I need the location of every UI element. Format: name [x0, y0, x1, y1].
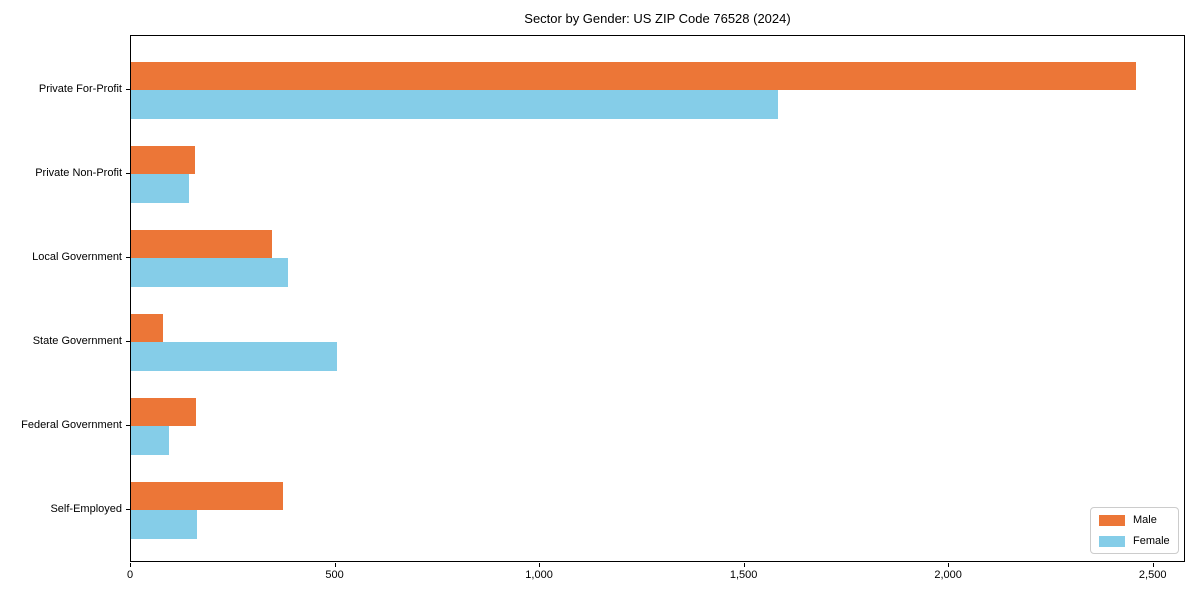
- legend-entry-female: Female: [1099, 535, 1170, 547]
- ytick-mark: [126, 89, 130, 90]
- bar-female-local-government: [131, 258, 288, 287]
- legend: Male Female: [1090, 507, 1179, 554]
- bar-male-private-non-profit: [131, 145, 196, 174]
- xtick-label: 500: [325, 569, 344, 581]
- bar-female-state-government: [131, 342, 337, 371]
- chart-title: Sector by Gender: US ZIP Code 76528 (202…: [524, 11, 791, 26]
- plot-area: [130, 35, 1185, 562]
- xtick-mark: [539, 563, 541, 567]
- xtick-label: 1,000: [525, 569, 553, 581]
- ytick-label: Federal Government: [21, 419, 122, 431]
- xtick-mark: [948, 563, 950, 567]
- ytick-label: Local Government: [32, 251, 122, 263]
- ytick-mark: [126, 173, 130, 174]
- male-swatch-icon: [1099, 514, 1125, 526]
- xtick-mark: [130, 563, 131, 567]
- bar-male-federal-government: [131, 397, 196, 426]
- bar-female-private-non-profit: [131, 174, 190, 203]
- ytick-mark: [126, 509, 130, 510]
- xtick-label: 1,500: [729, 569, 758, 581]
- legend-entry-male: Male: [1099, 514, 1170, 526]
- xtick-mark: [1152, 563, 1154, 567]
- bar-male-state-government: [131, 313, 164, 342]
- ytick-mark: [126, 257, 130, 258]
- ytick-label: Self-Employed: [50, 503, 122, 515]
- ytick-label: State Government: [32, 335, 122, 347]
- xtick-label: 2,500: [1138, 569, 1167, 581]
- bar-female-private-for-profit: [131, 90, 779, 119]
- bar-female-federal-government: [131, 426, 170, 455]
- bar-female-self-employed: [131, 510, 198, 539]
- legend-label-male: Male: [1133, 514, 1157, 526]
- xtick-label: 0: [126, 569, 134, 581]
- bar-male-local-government: [131, 229, 273, 258]
- ytick-label: Private For-Profit: [38, 83, 122, 95]
- ytick-mark: [126, 341, 130, 342]
- bar-male-private-for-profit: [131, 61, 1136, 90]
- bar-male-self-employed: [131, 481, 283, 510]
- ytick-mark: [126, 425, 130, 426]
- female-swatch-icon: [1099, 535, 1125, 547]
- legend-label-female: Female: [1133, 535, 1170, 547]
- xtick-mark: [743, 563, 745, 567]
- xtick-label: 2,000: [934, 569, 962, 581]
- ytick-label: Private Non-Profit: [35, 167, 122, 179]
- xtick-mark: [334, 563, 336, 567]
